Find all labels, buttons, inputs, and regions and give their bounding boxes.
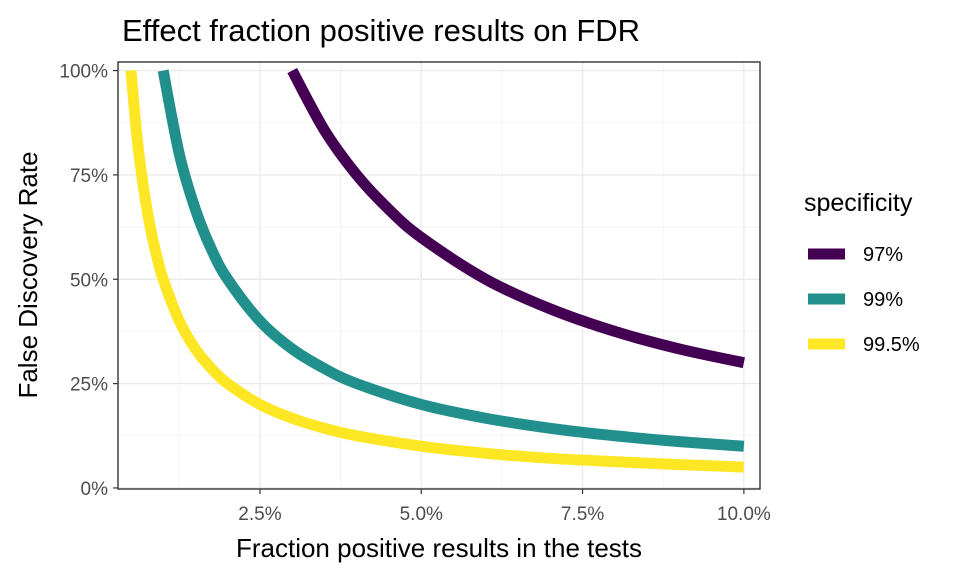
legend-label: 97% [863, 244, 903, 266]
x-tick-label: 7.5% [561, 504, 604, 525]
x-tick-label: 5.0% [400, 504, 443, 525]
chart-title: Effect fraction positive results on FDR [122, 13, 640, 48]
x-tick-label: 2.5% [238, 504, 281, 525]
axes: 2.5% 5.0% 7.5% 10.0% 0% 25% 50% 75% 100% [59, 62, 771, 525]
x-tick-label: 10.0% [717, 504, 771, 525]
y-axis-title: False Discovery Rate [13, 151, 43, 398]
panel-border [117, 61, 761, 490]
y-tick-label: 100% [59, 62, 108, 83]
grid [118, 62, 760, 489]
legend-title: specificity [804, 189, 913, 217]
x-axis-title: Fraction positive results in the tests [236, 533, 642, 563]
series-line-97 [287, 67, 746, 369]
series-line-995 [125, 70, 745, 473]
series-line-99 [157, 69, 745, 452]
series-layer [125, 67, 746, 473]
y-tick-label: 25% [70, 375, 108, 396]
y-tick-label: 75% [70, 166, 108, 187]
y-tick-label: 0% [81, 479, 109, 500]
legend: specificity 97% 99% 99.5% [804, 189, 920, 356]
y-tick-label: 50% [70, 270, 108, 291]
legend-label: 99.5% [863, 334, 920, 356]
legend-label: 99% [863, 289, 903, 311]
